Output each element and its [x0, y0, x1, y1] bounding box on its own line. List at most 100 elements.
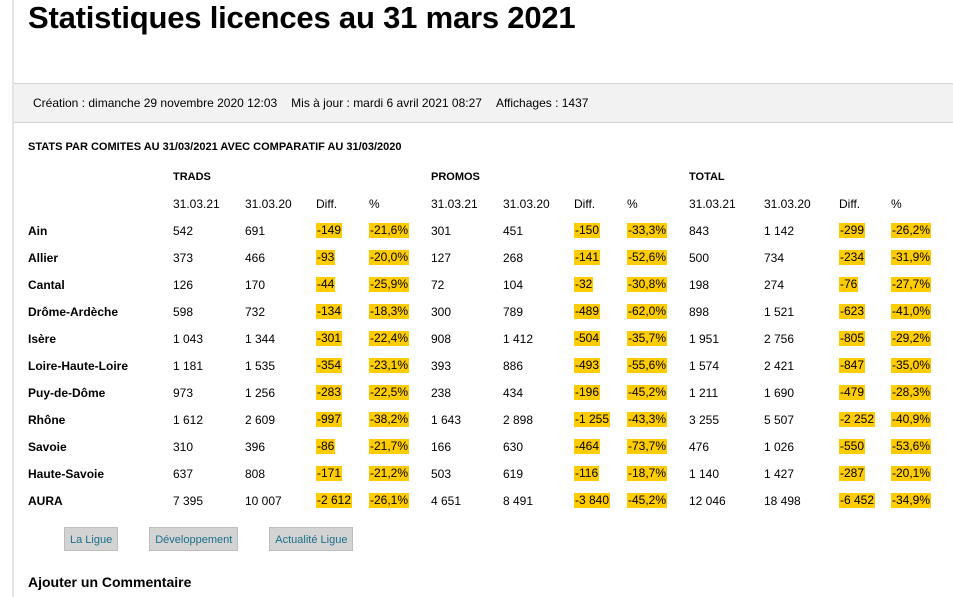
article-info-bar: Création : dimanche 29 novembre 2020 12:…	[14, 83, 953, 123]
value-cell: 1 521	[764, 304, 795, 319]
diff-value: -25,9%	[369, 277, 410, 292]
tag-button-0[interactable]: La Ligue	[64, 527, 119, 551]
subheader-0-2: Diff.	[316, 196, 338, 211]
diff-value: -52,6%	[627, 250, 668, 265]
highlighted-cell: -93	[312, 244, 365, 271]
tag-button-2[interactable]: Actualité Ligue	[269, 527, 354, 551]
diff-value: -53,6%	[891, 439, 932, 454]
diff-value: -1 255	[574, 412, 611, 427]
value-cell: 434	[503, 385, 524, 400]
value-cell: 691	[245, 223, 266, 238]
value-cell: 898	[689, 304, 710, 319]
diff-value: -55,6%	[627, 358, 668, 373]
group-header-row: TRADS PROMOS TOTAL	[24, 163, 947, 190]
diff-value: -22,5%	[369, 385, 410, 400]
subheader-2-3: %	[891, 196, 902, 211]
highlighted-cell: -26,2%	[887, 217, 947, 244]
diff-value: -35,7%	[627, 331, 668, 346]
diff-value: -38,2%	[369, 412, 410, 427]
value-cell: 10 007	[245, 493, 282, 508]
highlighted-cell: -43,3%	[623, 406, 685, 433]
highlighted-cell: -40,9%	[887, 406, 947, 433]
diff-value: -26,2%	[891, 223, 932, 238]
row-label: Isère	[28, 331, 57, 346]
highlighted-cell: -30,8%	[623, 271, 685, 298]
diff-value: -2 612	[316, 493, 353, 508]
value-cell: 1 412	[503, 331, 534, 346]
value-cell: 789	[503, 304, 524, 319]
highlighted-cell: -149	[312, 217, 365, 244]
diff-value: -141	[574, 250, 601, 265]
highlighted-cell: -623	[835, 298, 887, 325]
value-cell: 1 043	[173, 331, 204, 346]
diff-value: -20,1%	[891, 466, 932, 481]
diff-value: -196	[574, 385, 601, 400]
value-cell: 619	[503, 466, 524, 481]
update-date: Mis à jour : mardi 6 avril 2021 08:27	[291, 96, 482, 110]
row-label: Savoie	[28, 439, 67, 454]
value-cell: 908	[431, 331, 452, 346]
value-cell: 630	[503, 439, 524, 454]
value-cell: 166	[431, 439, 452, 454]
value-cell: 451	[503, 223, 524, 238]
row-label: Cantal	[28, 277, 65, 292]
value-cell: 126	[173, 277, 194, 292]
highlighted-cell: -2 612	[312, 487, 365, 514]
highlighted-cell: -62,0%	[623, 298, 685, 325]
highlighted-cell: -18,7%	[623, 460, 685, 487]
value-cell: 238	[431, 385, 452, 400]
highlighted-cell: -27,7%	[887, 271, 947, 298]
highlighted-cell: -21,2%	[365, 460, 427, 487]
diff-value: -28,3%	[891, 385, 932, 400]
highlighted-cell: -464	[570, 433, 623, 460]
creation-date: Création : dimanche 29 novembre 2020 12:…	[33, 96, 278, 110]
diff-value: -116	[574, 466, 600, 481]
highlighted-cell: -171	[312, 460, 365, 487]
diff-value: -32	[574, 277, 594, 292]
value-cell: 1 026	[764, 439, 795, 454]
highlighted-cell: -22,4%	[365, 325, 427, 352]
table-row: Allier 373 466 -93 -20,0% 127 268 -141 -52,6% 500…	[24, 244, 947, 271]
diff-value: -33,3%	[627, 223, 668, 238]
value-cell: 1 612	[173, 412, 204, 427]
value-cell: 127	[431, 250, 452, 265]
left-rule	[12, 0, 14, 597]
highlighted-cell: -489	[570, 298, 623, 325]
highlighted-cell: -354	[312, 352, 365, 379]
highlighted-cell: -20,1%	[887, 460, 947, 487]
diff-value: -134	[316, 304, 343, 319]
highlighted-cell: -847	[835, 352, 887, 379]
highlighted-cell: -196	[570, 379, 623, 406]
diff-value: -997	[316, 412, 343, 427]
highlighted-cell: -141	[570, 244, 623, 271]
highlighted-cell: -26,1%	[365, 487, 427, 514]
highlighted-cell: -31,9%	[887, 244, 947, 271]
diff-value: -18,3%	[369, 304, 410, 319]
diff-value: -504	[574, 331, 601, 346]
diff-value: -150	[574, 223, 601, 238]
highlighted-cell: -86	[312, 433, 365, 460]
value-cell: 2 421	[764, 358, 795, 373]
subheader-0-3: %	[369, 196, 380, 211]
value-cell: 2 898	[503, 412, 534, 427]
highlighted-cell: -53,6%	[887, 433, 947, 460]
highlighted-cell: -28,3%	[887, 379, 947, 406]
tag-button-1[interactable]: Développement	[149, 527, 239, 551]
row-label: Drôme-Ardèche	[28, 304, 119, 319]
highlighted-cell: -73,7%	[623, 433, 685, 460]
highlighted-cell: -23,1%	[365, 352, 427, 379]
value-cell: 734	[764, 250, 785, 265]
row-label: AURA	[28, 493, 63, 508]
value-cell: 1 690	[764, 385, 795, 400]
value-cell: 808	[245, 466, 266, 481]
value-cell: 466	[245, 250, 266, 265]
highlighted-cell: -38,2%	[365, 406, 427, 433]
category-buttons: La Ligue Développement Actualité Ligue	[64, 527, 354, 551]
diff-value: -62,0%	[627, 304, 668, 319]
highlighted-cell: -21,7%	[365, 433, 427, 460]
highlighted-cell: -35,7%	[623, 325, 685, 352]
value-cell: 12 046	[689, 493, 726, 508]
subheader-0-1: 31.03.20	[245, 196, 292, 211]
subheader-1-3: %	[627, 196, 638, 211]
highlighted-cell: -493	[570, 352, 623, 379]
